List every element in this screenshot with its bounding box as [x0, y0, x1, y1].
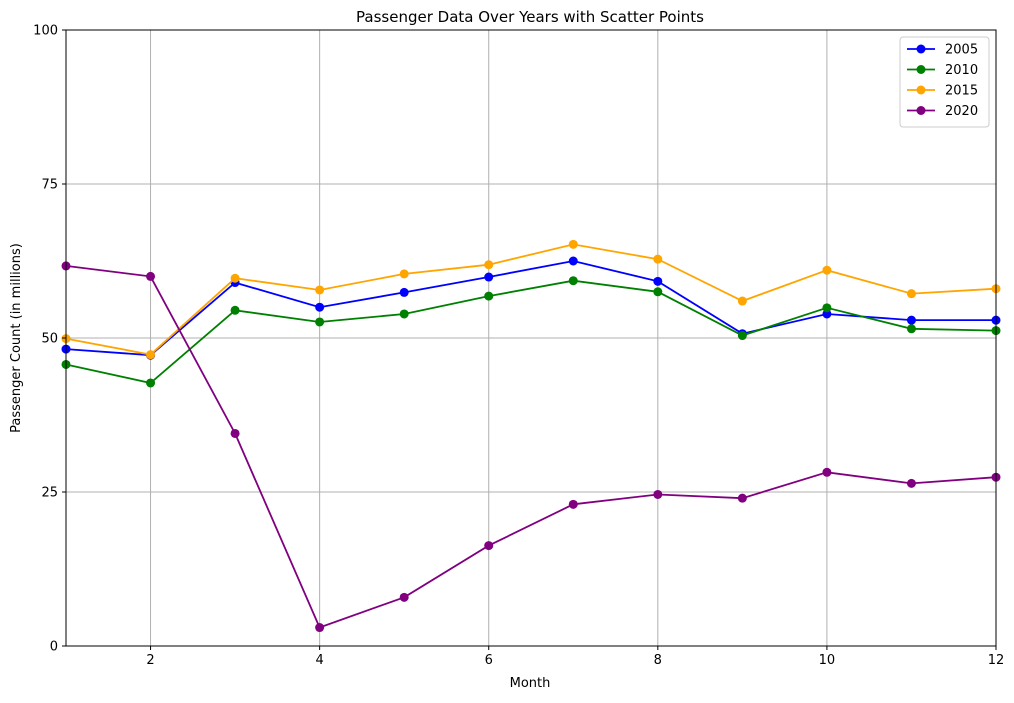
data-point [906, 289, 916, 299]
y-tick-label: 25 [41, 486, 58, 501]
data-point [906, 324, 916, 334]
data-point [568, 256, 578, 266]
y-tick-label: 0 [50, 640, 58, 655]
data-point [653, 276, 663, 286]
data-point [568, 276, 578, 286]
x-axis-title: Month [510, 676, 551, 691]
data-point [484, 541, 494, 551]
data-point [230, 273, 240, 283]
data-point [737, 331, 747, 341]
data-point [822, 303, 832, 313]
legend-box [899, 36, 990, 128]
data-point [822, 265, 832, 275]
x-tick-label: 2 [146, 653, 154, 668]
legend-marker [916, 65, 926, 74]
data-point [315, 302, 325, 312]
data-point [315, 623, 325, 633]
legend-item: 2010 [907, 63, 978, 78]
legend-label: 2010 [945, 63, 978, 78]
x-tick-label: 12 [988, 653, 1005, 668]
series-line [65, 279, 997, 384]
legend-item: 2020 [907, 104, 978, 119]
x-tick-label: 8 [654, 653, 662, 668]
data-point [906, 315, 916, 325]
data-point [399, 287, 409, 297]
series-2015 [61, 239, 1001, 360]
data-point [653, 287, 663, 297]
series-line [65, 260, 996, 357]
legend-label: 2015 [945, 84, 978, 99]
data-point [230, 428, 240, 438]
y-tick-label: 50 [41, 332, 58, 347]
data-point [822, 309, 832, 319]
data-point [484, 272, 494, 282]
data-point [653, 254, 663, 264]
legend-marker [916, 85, 926, 95]
series-layer [61, 239, 1001, 633]
series-line [65, 243, 997, 356]
data-point [315, 317, 325, 327]
series-2010 [61, 276, 1001, 388]
series-line [65, 265, 997, 629]
x-tick-label: 4 [315, 653, 323, 668]
data-point [315, 285, 325, 295]
x-tick-label: 6 [485, 653, 493, 668]
data-point [399, 269, 409, 279]
x-tick-label: 10 [819, 653, 836, 668]
data-point [146, 271, 156, 281]
y-tick-label: 100 [33, 24, 58, 39]
grid [66, 29, 997, 647]
chart-title: Passenger Data Over Years with Scatter P… [356, 8, 704, 26]
data-point [399, 592, 409, 602]
data-point [146, 378, 156, 388]
legend-item: 2015 [907, 84, 978, 99]
legend-marker [916, 44, 926, 54]
legend-label: 2005 [945, 43, 978, 58]
data-point [737, 493, 747, 503]
data-point [568, 499, 578, 509]
legend: 2005 2010 2015 2020 [899, 36, 990, 128]
y-axis-title: Passenger Count (in millions) [9, 243, 24, 433]
data-point [230, 305, 240, 315]
data-point [146, 350, 156, 360]
data-point [399, 309, 409, 319]
y-tick-label: 75 [41, 178, 58, 193]
legend-label: 2020 [945, 104, 978, 119]
data-point [568, 239, 578, 249]
legend-item: 2005 [907, 43, 978, 58]
legend-marker [916, 106, 926, 115]
data-point [906, 478, 916, 488]
data-point [737, 296, 747, 306]
data-point [822, 467, 832, 477]
data-point [484, 291, 494, 301]
data-point [653, 489, 663, 499]
data-point [484, 260, 494, 270]
axis-ticks: 2 4 6 8 10 12 0 25 50 75 100 [33, 24, 1004, 669]
